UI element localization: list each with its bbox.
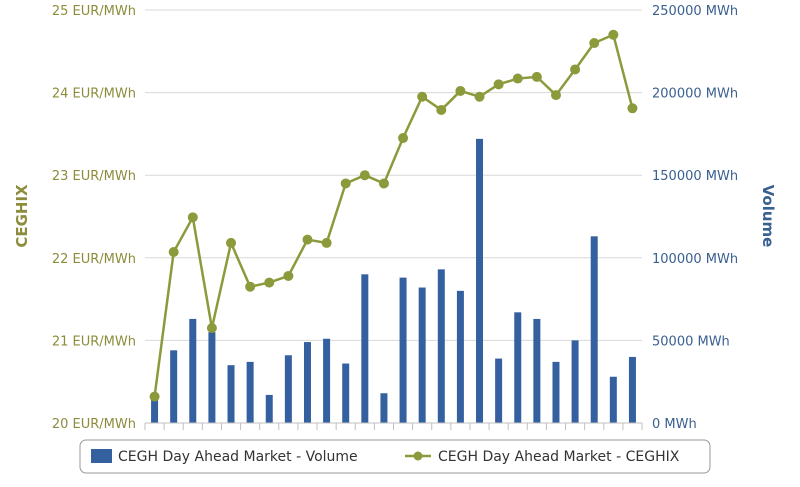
right-tick-label: 100000 MWh bbox=[652, 252, 738, 267]
ceghix-point bbox=[531, 71, 542, 82]
ceghix-polyline bbox=[153, 33, 634, 397]
ceghix-point bbox=[321, 237, 332, 248]
volume-bar bbox=[495, 358, 503, 423]
left-axis-ticks: 20 EUR/MWh 21 EUR/MWh 22 EUR/MWh 23 EUR/MWh… bbox=[52, 4, 136, 432]
ceghix-point bbox=[512, 73, 523, 84]
left-tick-label: 21 EUR/MWh bbox=[52, 334, 136, 349]
right-tick-label: 250000 MWh bbox=[652, 4, 738, 19]
volume-bar bbox=[189, 318, 197, 423]
ceghix-point bbox=[206, 323, 217, 334]
right-tick-label: 0 MWh bbox=[652, 417, 697, 432]
legend-volume-label[interactable]: CEGH Day Ahead Market - Volume bbox=[118, 449, 358, 465]
left-tick-label: 24 EUR/MWh bbox=[52, 87, 136, 102]
right-tick-label: 200000 MWh bbox=[652, 87, 738, 102]
volume-bar bbox=[380, 393, 388, 423]
ceghix-point bbox=[398, 133, 409, 144]
legend-ceghix-label[interactable]: CEGH Day Ahead Market - CEGHIX bbox=[438, 449, 680, 465]
volume-bar bbox=[246, 361, 254, 423]
ceghix-point bbox=[417, 91, 428, 102]
volume-bar bbox=[170, 350, 178, 423]
volume-bars bbox=[151, 138, 636, 423]
ceghix-point bbox=[608, 29, 619, 40]
left-tick-label: 23 EUR/MWh bbox=[52, 169, 136, 184]
volume-bar bbox=[628, 356, 636, 423]
left-tick-label: 25 EUR/MWh bbox=[52, 4, 136, 19]
volume-bar bbox=[342, 363, 350, 423]
volume-bar bbox=[208, 332, 216, 423]
ceghix-point bbox=[378, 178, 389, 189]
volume-bar bbox=[590, 236, 598, 423]
volume-bar bbox=[323, 338, 331, 423]
volume-bar bbox=[476, 138, 484, 423]
ceghix-line bbox=[149, 29, 638, 402]
right-tick-label: 50000 MWh bbox=[652, 334, 730, 349]
ceghix-point bbox=[283, 270, 294, 281]
volume-bar bbox=[437, 269, 445, 423]
volume-bar bbox=[399, 277, 407, 423]
legend-ceghix-marker[interactable] bbox=[413, 451, 423, 461]
ceghix-point bbox=[359, 170, 370, 181]
volume-bar bbox=[303, 342, 311, 423]
volume-bar bbox=[265, 394, 273, 423]
volume-bar bbox=[361, 274, 369, 423]
volume-bar bbox=[533, 318, 541, 423]
ceghix-point bbox=[264, 277, 275, 288]
volume-bar bbox=[552, 361, 560, 423]
volume-bar bbox=[284, 355, 292, 423]
ceghix-point bbox=[550, 90, 561, 101]
volume-bar bbox=[609, 376, 617, 423]
volume-bar bbox=[227, 365, 235, 423]
ceghix-point bbox=[187, 212, 198, 223]
ceghix-point bbox=[226, 237, 237, 248]
legend-volume-swatch[interactable] bbox=[91, 449, 112, 463]
left-axis-title: CEGHIX bbox=[13, 184, 31, 248]
ceghix-point bbox=[627, 103, 638, 114]
right-axis-title: Volume bbox=[759, 185, 777, 248]
ceghix-point bbox=[589, 38, 600, 49]
ceghix-point bbox=[149, 391, 160, 402]
volume-bar bbox=[514, 312, 522, 423]
ceghix-point bbox=[302, 234, 313, 245]
ceghix-point bbox=[493, 79, 504, 90]
left-tick-label: 22 EUR/MWh bbox=[52, 252, 136, 267]
ceghix-point bbox=[168, 247, 179, 258]
volume-bar bbox=[456, 290, 464, 423]
legend: CEGH Day Ahead Market - Volume CEGH Day … bbox=[79, 439, 711, 474]
right-tick-label: 150000 MWh bbox=[652, 169, 738, 184]
volume-bar bbox=[571, 340, 579, 423]
volume-bar bbox=[418, 287, 426, 423]
x-axis bbox=[144, 422, 643, 430]
ceghix-point bbox=[340, 178, 351, 189]
left-tick-label: 20 EUR/MWh bbox=[52, 417, 136, 432]
ceghix-point bbox=[570, 64, 581, 75]
ceghix-point bbox=[455, 85, 466, 96]
volume-bar bbox=[151, 399, 159, 423]
legend-box bbox=[79, 439, 711, 474]
right-axis-ticks: 0 MWh 50000 MWh 100000 MWh 150000 MWh 200000… bbox=[652, 4, 738, 432]
ceghix-point bbox=[436, 104, 447, 115]
ceghix-point bbox=[474, 91, 485, 102]
ceghix-point bbox=[245, 281, 256, 292]
